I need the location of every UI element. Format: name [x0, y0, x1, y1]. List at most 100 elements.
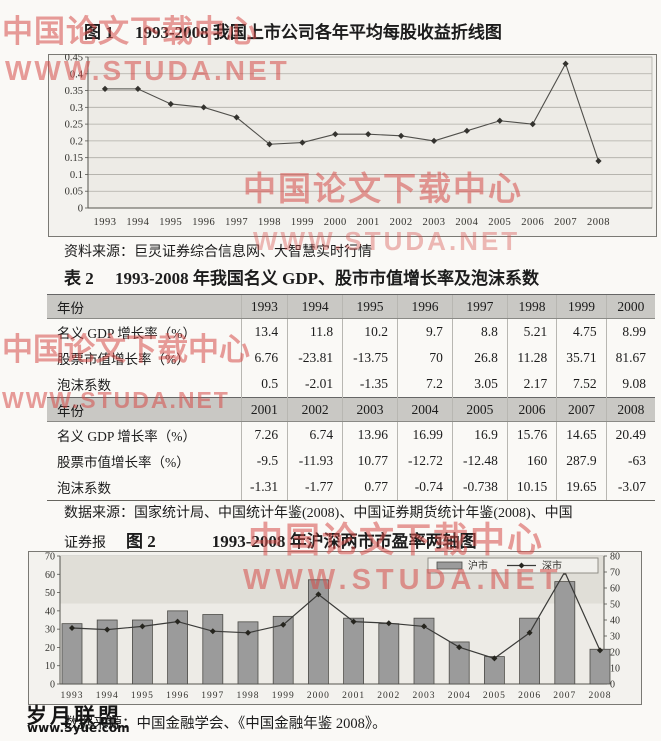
svg-text:50: 50	[45, 588, 55, 599]
table-year-cell: 2004	[397, 397, 453, 422]
table-value-cell: 81.67	[605, 345, 655, 371]
table-value-cell: -2.01	[287, 371, 343, 398]
svg-text:20: 20	[610, 648, 620, 659]
table-year-cell: 1997	[451, 294, 508, 319]
table-value-cell: -3.07	[605, 474, 655, 501]
table-year-cell: 1994	[287, 294, 343, 319]
table-row: 股票市值增长率（%） 6.76 -23.81 -13.75 70 26.8 11.28 35.…	[47, 345, 655, 371]
fig2-legend: 沪市 深市	[427, 557, 599, 574]
svg-text:0.4: 0.4	[70, 69, 84, 80]
table-year-cell: 2005	[451, 397, 508, 422]
table-header-label: 年份	[47, 397, 241, 422]
figure1-title: 图 1 1993-2008 我国上市公司各年平均每股收益折线图	[84, 23, 502, 42]
svg-text:1996: 1996	[192, 217, 215, 228]
svg-text:2004: 2004	[448, 691, 471, 701]
svg-text:1993: 1993	[61, 691, 84, 701]
table-year-cell: 1999	[556, 294, 607, 319]
svg-text:0: 0	[610, 680, 615, 691]
table-value-cell: 6.74	[287, 421, 343, 448]
table-row: 名义 GDP 增长率（%） 7.26 6.74 13.96 16.99 16.9 15.76…	[47, 421, 655, 448]
table-value-cell: -13.75	[342, 345, 398, 371]
figure1-source-note: 资料来源：巨灵证券综合信息网、大智慧实时行情	[64, 245, 372, 260]
svg-text:0.25: 0.25	[65, 120, 83, 131]
table-value-cell: -0.738	[451, 474, 508, 501]
svg-text:2006: 2006	[521, 217, 544, 228]
table-value-cell: 9.08	[605, 371, 655, 398]
svg-text:1999: 1999	[272, 691, 295, 701]
table-value-cell: 5.21	[506, 318, 557, 345]
svg-text:1995: 1995	[131, 691, 154, 701]
figure2-title: 1993-2008 年沪深两市市盈率两轴图	[211, 532, 477, 551]
table-value-cell: 20.49	[605, 421, 655, 448]
svg-text:10: 10	[45, 661, 55, 672]
table-value-cell: 3.05	[451, 371, 508, 398]
svg-text:2007: 2007	[553, 691, 576, 701]
svg-text:2002: 2002	[377, 691, 400, 701]
table-value-cell: 11.28	[506, 345, 557, 371]
table-year-cell: 1996	[397, 294, 453, 319]
svg-text:50: 50	[610, 600, 620, 611]
table-row: 名义 GDP 增长率（%） 13.4 11.8 10.2 9.7 8.8 5.21 4.75 8…	[47, 318, 655, 345]
table-year-cell: 2006	[506, 397, 557, 422]
svg-text:1997: 1997	[201, 691, 224, 701]
table-row-label: 泡沫系数	[57, 378, 111, 393]
table-value-cell: 287.9	[556, 448, 607, 474]
svg-text:2003: 2003	[413, 691, 436, 701]
table-year-cell: 1993	[240, 294, 288, 319]
svg-text:0.3: 0.3	[70, 103, 83, 114]
svg-text:0: 0	[50, 680, 55, 691]
table-value-cell: 10.77	[342, 448, 398, 474]
svg-text:1993: 1993	[94, 217, 117, 228]
table-value-cell: 11.8	[287, 318, 343, 345]
svg-text:1997: 1997	[225, 217, 248, 228]
svg-text:1994: 1994	[126, 217, 149, 228]
table-year-header-row: 年份 1993 1994 1995 1996 1997 1998 1999 2000	[47, 294, 655, 319]
table-value-cell: 16.99	[397, 421, 453, 448]
table-row-label: 名义 GDP 增长率（%）	[57, 326, 197, 341]
svg-text:2006: 2006	[518, 691, 541, 701]
table-value-cell: 7.2	[397, 371, 453, 398]
table-value-cell: -12.72	[397, 448, 453, 474]
svg-text:30: 30	[45, 625, 55, 636]
table2-title: 表 2 1993-2008 年我国名义 GDP、股市市值增长率及泡沫系数	[64, 269, 540, 288]
svg-text:0.45: 0.45	[65, 54, 83, 64]
svg-text:70: 70	[610, 568, 620, 579]
table-value-cell: -0.74	[397, 474, 453, 501]
svg-text:2000: 2000	[324, 217, 347, 228]
svg-text:沪市: 沪市	[468, 559, 488, 572]
table-value-cell: -9.5	[240, 448, 288, 474]
svg-text:40: 40	[45, 606, 55, 617]
table-year-cell: 2001	[240, 397, 288, 422]
table-year-header-row: 年份 2001 2002 2003 2004 2005 2006 2007 2008	[47, 397, 655, 422]
table-row-label: 名义 GDP 增长率（%）	[57, 429, 197, 444]
table-value-cell: 26.8	[451, 345, 508, 371]
svg-text:2008: 2008	[589, 691, 612, 701]
table-value-cell: 8.8	[451, 318, 508, 345]
table-value-cell: 15.76	[506, 421, 557, 448]
syue-alliance-logo: 岁月联盟	[26, 704, 122, 728]
svg-text:深市: 深市	[542, 559, 562, 572]
svg-text:2003: 2003	[423, 217, 446, 228]
svg-text:0: 0	[78, 204, 83, 215]
table-value-cell: 8.99	[605, 318, 655, 345]
gdp-market-table: 年份 1993 1994 1995 1996 1997 1998 1999 2000 名义 GDP…	[47, 294, 655, 501]
table-value-cell: -11.93	[287, 448, 343, 474]
svg-text:40: 40	[610, 616, 620, 627]
table-year-cell: 1995	[342, 294, 398, 319]
table-value-cell: 19.65	[556, 474, 607, 501]
table-year-cell: 2008	[605, 397, 655, 422]
svg-text:2008: 2008	[587, 217, 610, 228]
figure2-label: 图 2	[126, 532, 156, 551]
table-row: 泡沫系数 -1.31 -1.77 0.77 -0.74 -0.738 10.15 19.65-…	[47, 474, 655, 501]
table-year-cell: 2002	[287, 397, 343, 422]
table-value-cell: 16.9	[451, 421, 508, 448]
svg-text:1998: 1998	[258, 217, 281, 228]
svg-text:2005: 2005	[488, 217, 511, 228]
svg-text:0.15: 0.15	[65, 153, 83, 164]
svg-text:10: 10	[610, 664, 620, 675]
table-value-cell: 9.7	[397, 318, 453, 345]
table2-source-note-line2: 证券报 图 2 1993-2008 年沪深两市市盈率两轴图	[64, 527, 477, 552]
svg-text:1998: 1998	[237, 691, 260, 701]
svg-text:1995: 1995	[159, 217, 182, 228]
